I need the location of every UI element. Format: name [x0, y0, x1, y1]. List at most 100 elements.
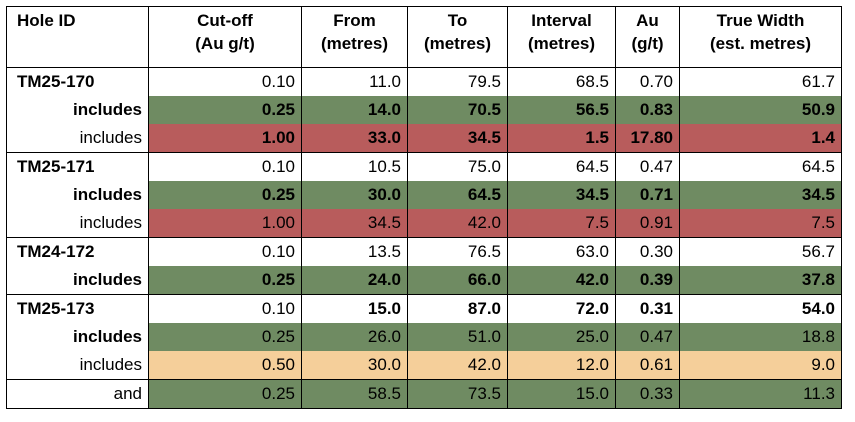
- cutoff-cell: 0.10: [148, 152, 302, 181]
- table-row: TM24-172 0.10 13.5 76.5 63.0 0.30 56.7: [6, 237, 842, 266]
- cutoff-cell: 0.10: [148, 67, 302, 96]
- table-row: includes 0.25 14.0 70.5 56.5 0.83 50.9: [6, 96, 842, 124]
- from-cell: 34.5: [301, 209, 408, 238]
- au-cell: 0.71: [615, 181, 680, 209]
- row-label-cell: includes: [6, 209, 149, 238]
- true-width-cell: 54.0: [679, 294, 842, 323]
- cutoff-cell: 0.25: [148, 96, 302, 124]
- to-cell: 64.5: [407, 181, 508, 209]
- interval-cell: 34.5: [507, 181, 616, 209]
- hole-id-cell: TM25-173: [6, 294, 149, 323]
- interval-cell: 56.5: [507, 96, 616, 124]
- cutoff-cell: 0.10: [148, 237, 302, 266]
- from-cell: 30.0: [301, 351, 408, 380]
- to-cell: 79.5: [407, 67, 508, 96]
- row-label-cell: includes: [6, 266, 149, 295]
- table-row: includes 1.00 34.5 42.0 7.5 0.91 7.5: [6, 209, 842, 238]
- table-row: includes 0.25 24.0 66.0 42.0 0.39 37.8: [6, 266, 842, 295]
- to-cell: 75.0: [407, 152, 508, 181]
- table-row: TM25-170 0.10 11.0 79.5 68.5 0.70 61.7: [6, 67, 842, 96]
- interval-cell: 68.5: [507, 67, 616, 96]
- interval-cell: 25.0: [507, 323, 616, 351]
- interval-cell: 63.0: [507, 237, 616, 266]
- true-width-cell: 1.4: [679, 124, 842, 153]
- au-cell: 0.61: [615, 351, 680, 380]
- interval-cell: 7.5: [507, 209, 616, 238]
- header-cutoff: Cut-off (Au g/t): [148, 6, 302, 68]
- from-cell: 33.0: [301, 124, 408, 153]
- cutoff-cell: 0.25: [148, 181, 302, 209]
- to-cell: 73.5: [407, 379, 508, 409]
- cutoff-cell: 0.25: [148, 379, 302, 409]
- cutoff-cell: 0.10: [148, 294, 302, 323]
- interval-cell: 72.0: [507, 294, 616, 323]
- table-row: includes 0.50 30.0 42.0 12.0 0.61 9.0: [6, 351, 842, 380]
- au-cell: 0.39: [615, 266, 680, 295]
- au-cell: 0.31: [615, 294, 680, 323]
- cutoff-cell: 1.00: [148, 209, 302, 238]
- interval-cell: 64.5: [507, 152, 616, 181]
- interval-cell: 12.0: [507, 351, 616, 380]
- table-row: TM25-173 0.10 15.0 87.0 72.0 0.31 54.0: [6, 294, 842, 323]
- true-width-cell: 50.9: [679, 96, 842, 124]
- interval-cell: 15.0: [507, 379, 616, 409]
- header-true-width: True Width (est. metres): [679, 6, 842, 68]
- header-to: To (metres): [407, 6, 508, 68]
- to-cell: 42.0: [407, 209, 508, 238]
- table-row: and 0.25 58.5 73.5 15.0 0.33 11.3: [6, 379, 842, 409]
- from-cell: 30.0: [301, 181, 408, 209]
- true-width-cell: 61.7: [679, 67, 842, 96]
- to-cell: 66.0: [407, 266, 508, 295]
- hole-id-cell: TM25-170: [6, 67, 149, 96]
- row-label-cell: includes: [6, 181, 149, 209]
- from-cell: 26.0: [301, 323, 408, 351]
- true-width-cell: 9.0: [679, 351, 842, 380]
- from-cell: 14.0: [301, 96, 408, 124]
- to-cell: 51.0: [407, 323, 508, 351]
- to-cell: 76.5: [407, 237, 508, 266]
- to-cell: 42.0: [407, 351, 508, 380]
- row-label-cell: includes: [6, 124, 149, 153]
- cutoff-cell: 0.25: [148, 323, 302, 351]
- au-cell: 0.33: [615, 379, 680, 409]
- au-cell: 17.80: [615, 124, 680, 153]
- cutoff-cell: 1.00: [148, 124, 302, 153]
- header-au: Au (g/t): [615, 6, 680, 68]
- true-width-cell: 11.3: [679, 379, 842, 409]
- au-cell: 0.91: [615, 209, 680, 238]
- au-cell: 0.30: [615, 237, 680, 266]
- hole-id-cell: TM24-172: [6, 237, 149, 266]
- au-cell: 0.70: [615, 67, 680, 96]
- header-hole-id: Hole ID: [6, 6, 149, 68]
- table-row: TM25-171 0.10 10.5 75.0 64.5 0.47 64.5: [6, 152, 842, 181]
- au-cell: 0.47: [615, 323, 680, 351]
- to-cell: 87.0: [407, 294, 508, 323]
- from-cell: 10.5: [301, 152, 408, 181]
- table-row: includes 1.00 33.0 34.5 1.5 17.80 1.4: [6, 124, 842, 153]
- cutoff-cell: 0.25: [148, 266, 302, 295]
- true-width-cell: 34.5: [679, 181, 842, 209]
- from-cell: 24.0: [301, 266, 408, 295]
- true-width-cell: 18.8: [679, 323, 842, 351]
- from-cell: 11.0: [301, 67, 408, 96]
- interval-cell: 42.0: [507, 266, 616, 295]
- row-label-cell: includes: [6, 96, 149, 124]
- interval-cell: 1.5: [507, 124, 616, 153]
- row-label-cell: includes: [6, 351, 149, 380]
- row-label-cell: and: [6, 379, 149, 409]
- header-interval: Interval (metres): [507, 6, 616, 68]
- true-width-cell: 64.5: [679, 152, 842, 181]
- table-row: includes 0.25 30.0 64.5 34.5 0.71 34.5: [6, 181, 842, 209]
- from-cell: 13.5: [301, 237, 408, 266]
- to-cell: 34.5: [407, 124, 508, 153]
- table-row: includes 0.25 26.0 51.0 25.0 0.47 18.8: [6, 323, 842, 351]
- hole-id-cell: TM25-171: [6, 152, 149, 181]
- au-cell: 0.83: [615, 96, 680, 124]
- from-cell: 58.5: [301, 379, 408, 409]
- to-cell: 70.5: [407, 96, 508, 124]
- row-label-cell: includes: [6, 323, 149, 351]
- drill-results-table: Hole ID Cut-off (Au g/t) From (metres) To(…: [6, 6, 842, 409]
- cutoff-cell: 0.50: [148, 351, 302, 380]
- table-header: Hole ID Cut-off (Au g/t) From (metres) To(…: [6, 6, 842, 68]
- true-width-cell: 7.5: [679, 209, 842, 238]
